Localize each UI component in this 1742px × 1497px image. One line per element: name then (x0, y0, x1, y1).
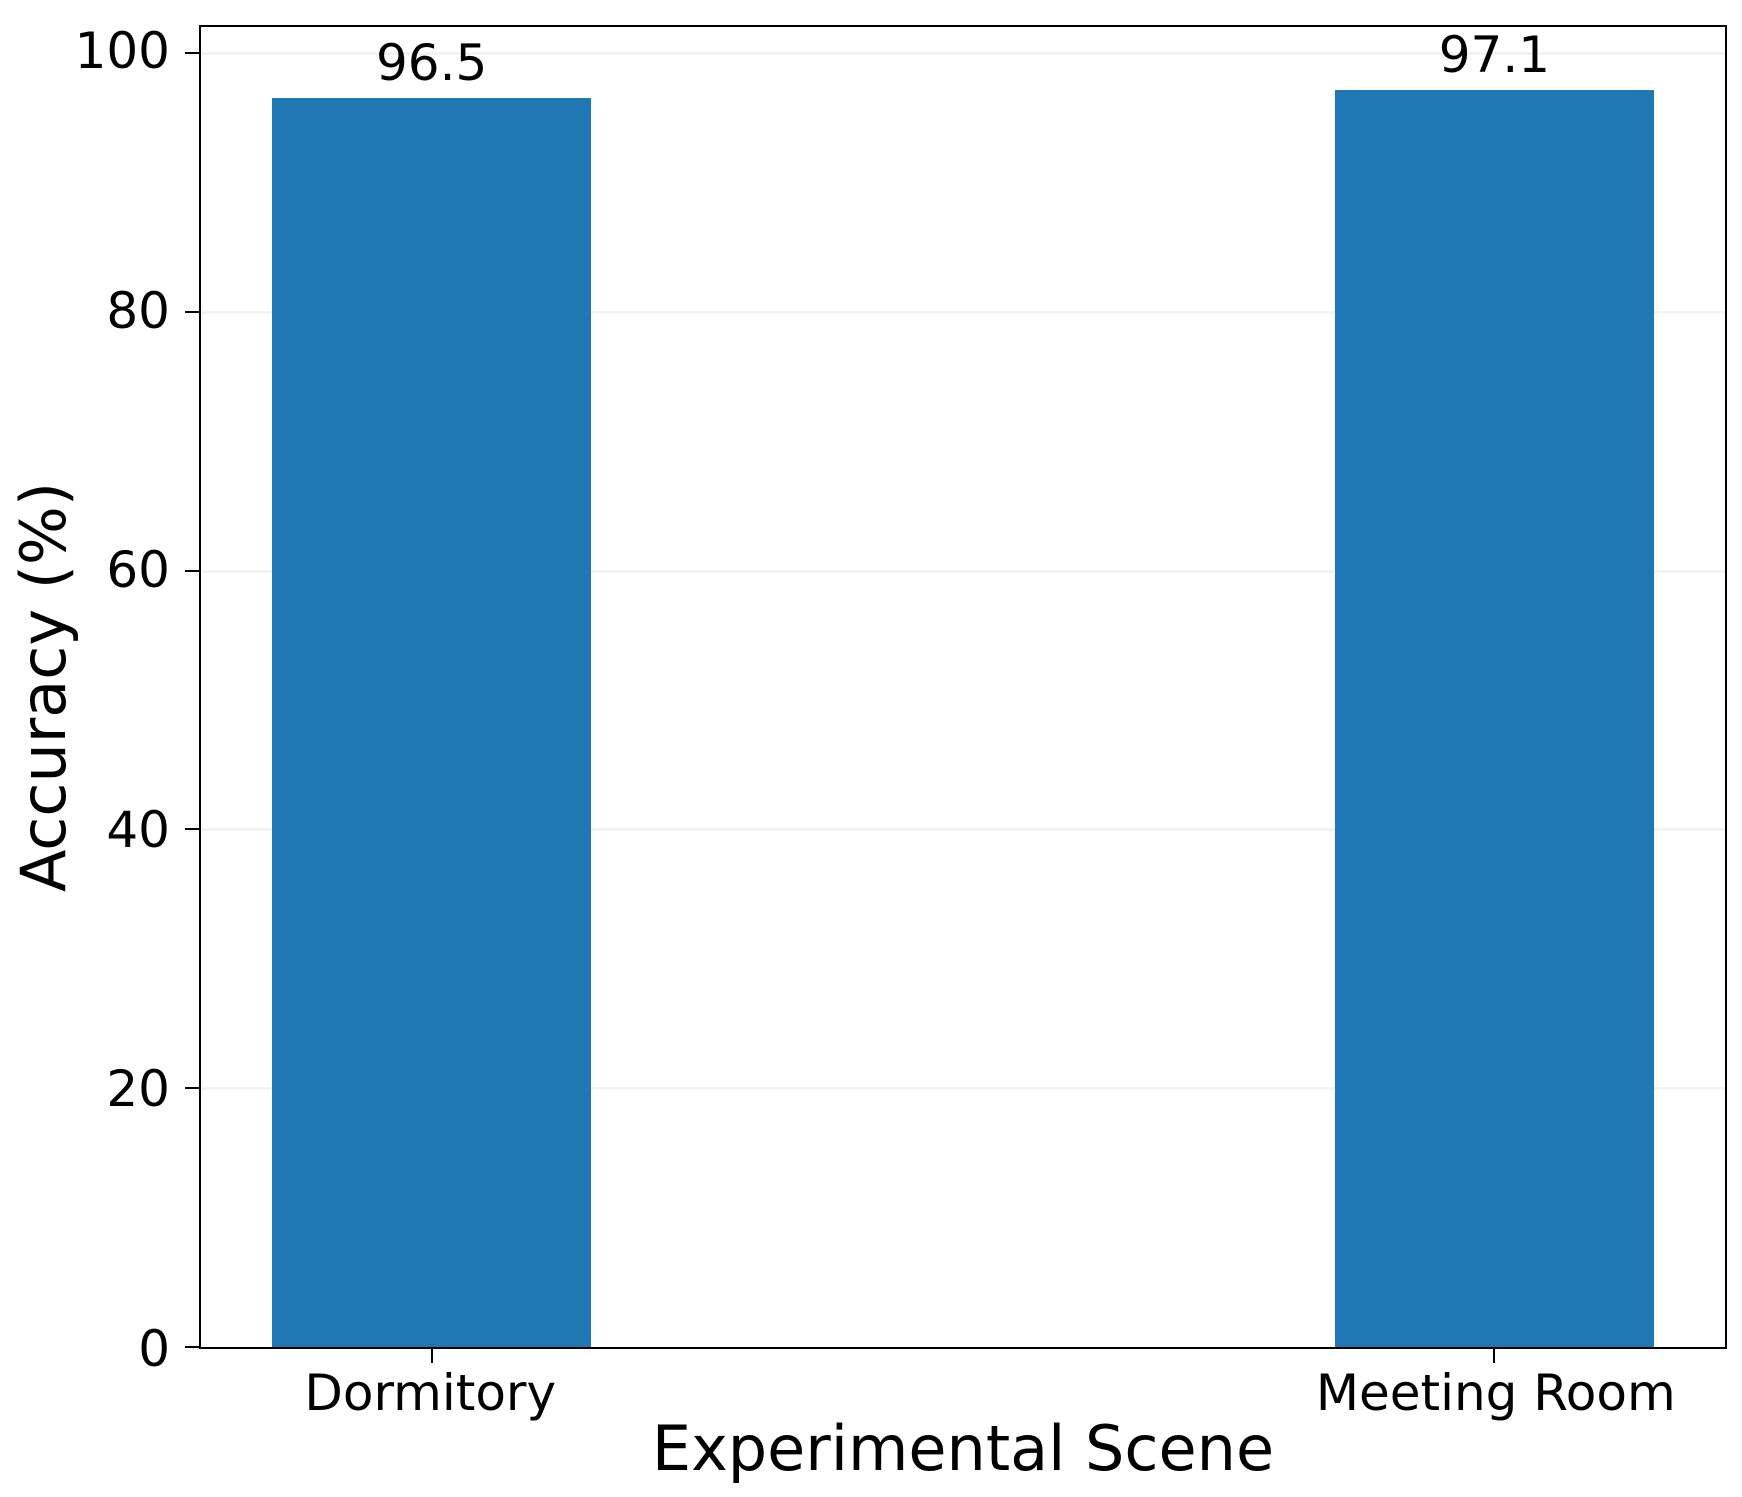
gridline-y-80 (201, 310, 1725, 314)
y-tick-label-20: 20 (106, 1060, 170, 1119)
gridline-y-100 (201, 51, 1725, 55)
x-tick-label-meeting-room: Meeting Room (1315, 1364, 1676, 1422)
y-tick-label-0: 0 (138, 1320, 170, 1378)
gridline-y-40 (201, 828, 1725, 832)
y-tick-label-40: 40 (106, 800, 170, 859)
x-tick-labels: Dormitory Meeting Room (199, 1363, 1727, 1433)
y-tick-mark-100 (185, 51, 199, 54)
bar-meeting-room (1334, 90, 1654, 1347)
y-tick-mark-20 (185, 1087, 199, 1090)
gridline-y-60 (201, 569, 1725, 573)
bar-value-label-dormitory: 96.5 (375, 34, 488, 93)
y-tick-label-100: 100 (74, 21, 170, 80)
bar-value-label-meeting-room: 97.1 (1438, 26, 1551, 85)
y-tick-label-60: 60 (106, 541, 170, 600)
plot-area: 96.5 97.1 (185, 25, 1727, 1363)
y-tick-mark-0 (185, 1346, 199, 1348)
x-tick-mark-meeting-room (1493, 1349, 1496, 1363)
bar-dormitory (272, 98, 592, 1347)
y-tick-labels: 0 20 40 60 80 100 (0, 21, 170, 1374)
x-tick-label-dormitory: Dormitory (304, 1364, 557, 1422)
x-tick-mark-dormitory (430, 1349, 433, 1363)
x-axis-label: Experimental Scene (651, 1412, 1275, 1485)
y-tick-label-80: 80 (106, 281, 170, 340)
y-tick-mark-60 (185, 569, 199, 572)
y-tick-mark-40 (185, 828, 199, 831)
gridline-y-20 (201, 1087, 1725, 1091)
y-tick-mark-80 (185, 310, 199, 313)
